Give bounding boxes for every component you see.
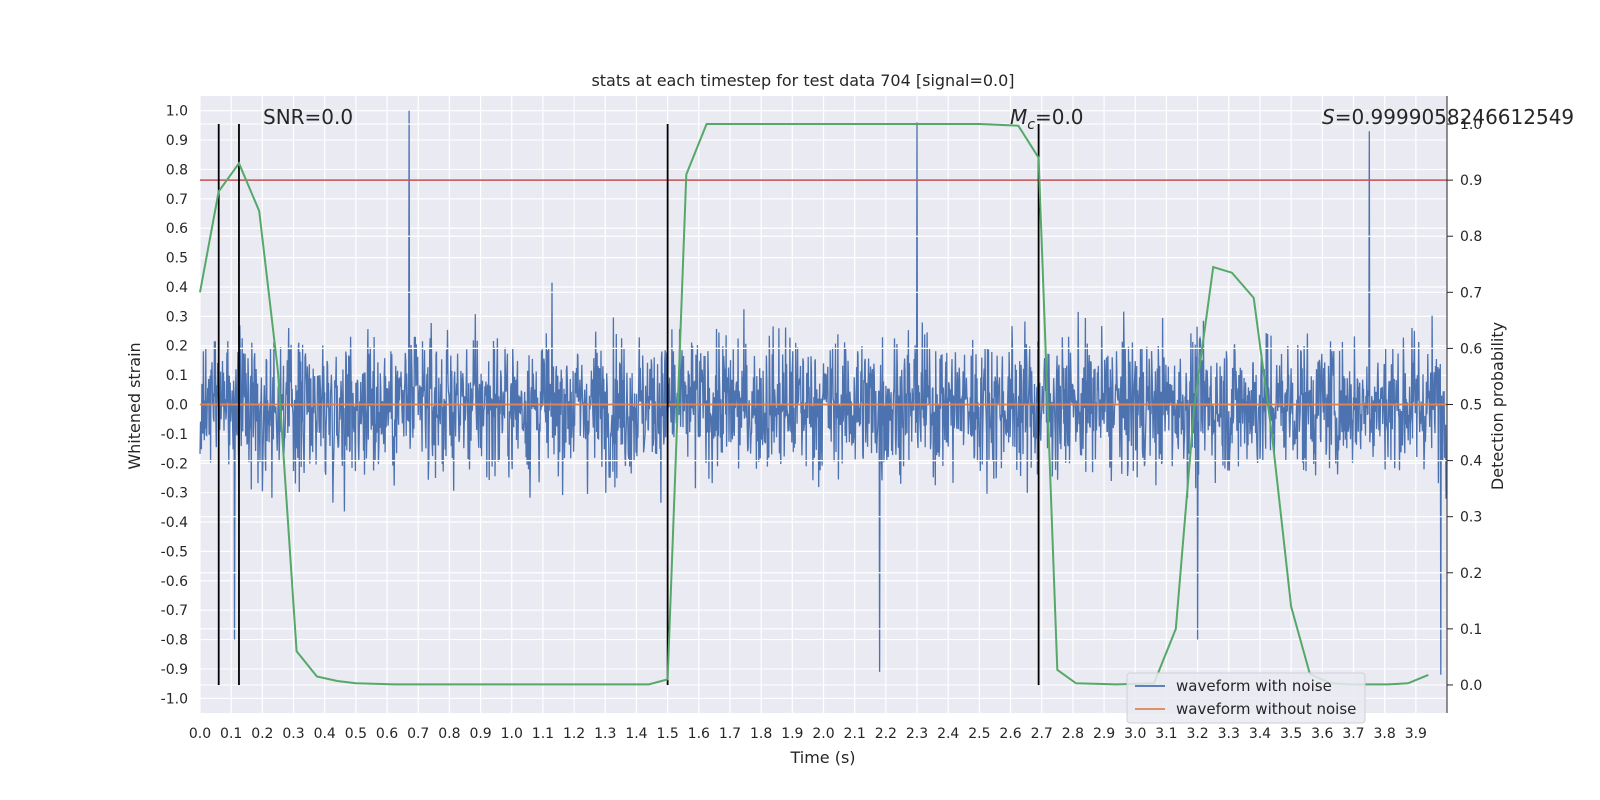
x-tick-label: 1.8 <box>750 726 772 742</box>
s-annotation: S=0.9999058246612549 <box>1322 105 1574 129</box>
x-tick-label: 3.6 <box>1311 726 1333 742</box>
x-tick-label: 3.5 <box>1280 726 1302 742</box>
y2-tick-label: 0.7 <box>1460 285 1482 301</box>
x-tick-label: 1.6 <box>688 726 710 742</box>
x-tick-label: 1.2 <box>563 726 585 742</box>
series-line-waveform-with-noise <box>199 110 1448 675</box>
y-tick-label: 0.1 <box>166 368 188 384</box>
series-line-detection-probability <box>199 123 1429 686</box>
x-tick-label: 2.0 <box>812 726 834 742</box>
x-tick-label: 3.7 <box>1342 726 1364 742</box>
y-tick-label: 0.8 <box>166 162 188 178</box>
y-tick-label: 0.7 <box>166 192 188 208</box>
x-tick-label: 3.3 <box>1218 726 1240 742</box>
x-tick-label: 1.5 <box>656 726 678 742</box>
y2-tick-label: 0.1 <box>1460 622 1482 638</box>
y2-tick-label: 0.2 <box>1460 566 1482 582</box>
x-tick-label: 2.9 <box>1093 726 1115 742</box>
y2-tick-label: 0.3 <box>1460 510 1482 526</box>
x-tick-label: 1.1 <box>532 726 554 742</box>
x-tick-label: 3.8 <box>1374 726 1396 742</box>
x-tick-label: 2.1 <box>844 726 866 742</box>
y-tick-label: 0.9 <box>166 133 188 149</box>
mc-symbol: M <box>1010 105 1027 129</box>
y-tick-label: 0.5 <box>166 251 188 267</box>
y-tick-label: -0.1 <box>161 427 188 443</box>
x-tick-label: 0.7 <box>407 726 429 742</box>
mc-value: =0.0 <box>1035 105 1084 129</box>
y-tick-label: -0.3 <box>161 486 188 502</box>
x-tick-label: 2.4 <box>937 726 959 742</box>
x-tick-label: 2.6 <box>999 726 1021 742</box>
x-tick-label: 3.2 <box>1186 726 1208 742</box>
y-tick-label: 0.0 <box>166 398 188 414</box>
y2-tick-label: 0.8 <box>1460 229 1482 245</box>
x-tick-label: 1.3 <box>594 726 616 742</box>
x-tick-label: 0.8 <box>438 726 460 742</box>
y-tick-label: -0.5 <box>161 544 188 560</box>
x-tick-label: 0.9 <box>469 726 491 742</box>
y2-tick-label: 0.0 <box>1460 678 1482 694</box>
y-axis-label: Whitened strain <box>125 342 144 469</box>
x-tick-label: 1.0 <box>501 726 523 742</box>
x-tick-label: 0.2 <box>251 726 273 742</box>
x-axis-label: Time (s) <box>789 748 855 767</box>
y-tick-label: 0.4 <box>166 280 188 296</box>
x-tick-label: 0.0 <box>189 726 211 742</box>
y2-tick-label: 0.4 <box>1460 454 1482 470</box>
y-tick-label: -1.0 <box>161 691 188 707</box>
x-tick-label: 3.9 <box>1405 726 1427 742</box>
x-tick-label: 0.1 <box>220 726 242 742</box>
plot-series <box>199 110 1448 686</box>
y-tick-label: -0.6 <box>161 574 188 590</box>
x-tick-label: 2.7 <box>1031 726 1053 742</box>
legend-label-noise: waveform with noise <box>1176 677 1332 695</box>
mc-annotation: Mc=0.0 <box>1010 105 1084 133</box>
y2-tick-label: 0.5 <box>1460 398 1482 414</box>
axes: 0.0 0.1 0.2 0.3 0.4 0.5 0.6 0.7 0.8 0.9 1.0 1.1 1.2 1… <box>161 96 1482 742</box>
snr-annotation: SNR=0.0 <box>263 105 353 129</box>
chart-title: stats at each timestep for test data 704… <box>591 71 1014 90</box>
x-tick-label: 1.9 <box>781 726 803 742</box>
y2-axis-label: Detection probability <box>1488 322 1507 490</box>
s-value: =0.9999058246612549 <box>1335 105 1574 129</box>
x-tick-label: 0.4 <box>314 726 336 742</box>
s-symbol: S <box>1322 105 1335 129</box>
legend-label-clean: waveform without noise <box>1176 700 1356 718</box>
y-tick-label: -0.8 <box>161 633 188 649</box>
x-tick-label: 3.4 <box>1249 726 1271 742</box>
y-tick-label: 0.3 <box>166 309 188 325</box>
y2-tick-label: 1.0 <box>1460 117 1482 133</box>
x-tick-label: 3.1 <box>1155 726 1177 742</box>
y-tick-label: 0.6 <box>166 221 188 237</box>
x-tick-label: 1.4 <box>625 726 647 742</box>
x-tick-label: 1.7 <box>719 726 741 742</box>
x-tick-label: 2.2 <box>875 726 897 742</box>
x-tick-label: 0.5 <box>345 726 367 742</box>
y-tick-label: 0.2 <box>166 339 188 355</box>
y-tick-label: -0.9 <box>161 662 188 678</box>
x-tick-label: 0.3 <box>282 726 304 742</box>
x-tick-label: 2.3 <box>906 726 928 742</box>
mc-subscript: c <box>1027 117 1035 133</box>
y2-tick-label: 0.9 <box>1460 173 1482 189</box>
x-tick-label: 2.8 <box>1062 726 1084 742</box>
legend: waveform with noise waveform without noi… <box>1126 672 1366 724</box>
y2-tick-label: 0.6 <box>1460 341 1482 357</box>
x-tick-label: 0.6 <box>376 726 398 742</box>
y-tick-label: -0.4 <box>161 515 188 531</box>
y-tick-label: -0.2 <box>161 456 188 472</box>
legend-box <box>1126 672 1366 724</box>
x-tick-label: 2.5 <box>968 726 990 742</box>
y-tick-label: -0.7 <box>161 603 188 619</box>
y-tick-label: 1.0 <box>166 104 188 120</box>
x-tick-label: 3.0 <box>1124 726 1146 742</box>
